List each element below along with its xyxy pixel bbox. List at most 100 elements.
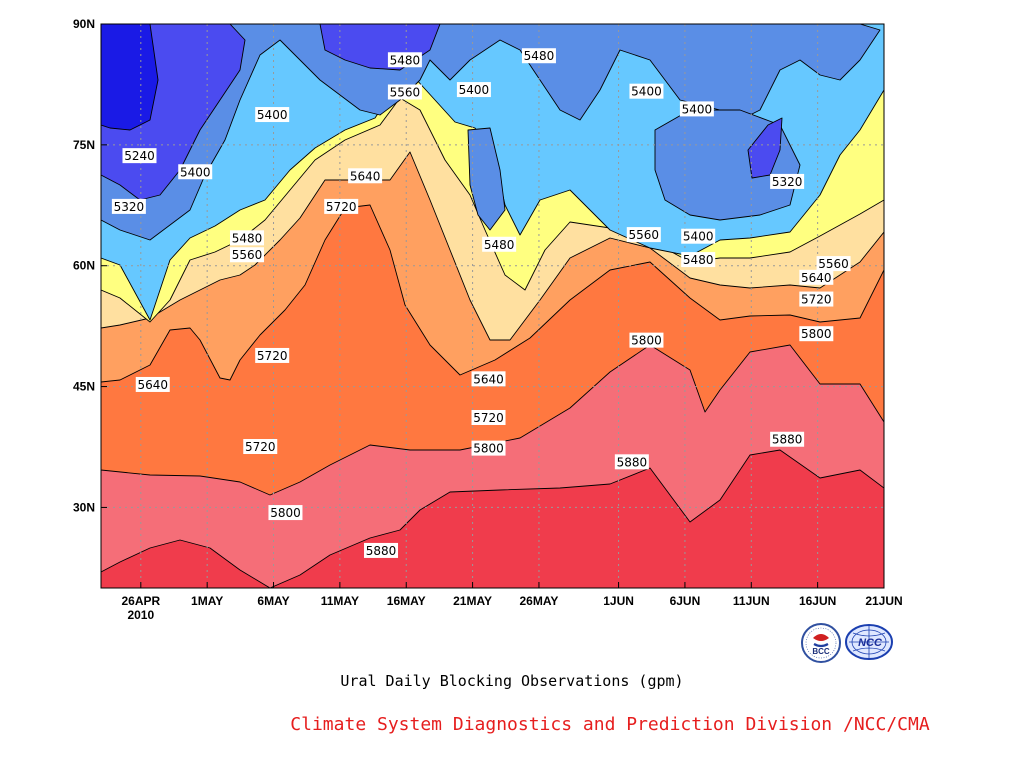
bcc-logo: BCC — [801, 623, 841, 663]
contour-label-text-2: 5560 — [390, 85, 421, 99]
contour-label-33: 5880 — [364, 542, 399, 558]
contour-label-text-31: 5880 — [772, 433, 803, 447]
contour-label-box-19 — [816, 256, 851, 272]
contour-label-text-33: 5880 — [366, 544, 397, 558]
contour-label-box-14 — [679, 101, 714, 117]
ncc-logo: NCC — [845, 624, 893, 660]
bcc-logo-text: BCC — [812, 647, 830, 656]
contour-label-3: 5400 — [456, 82, 491, 98]
contour-label-text-16: 5560 — [629, 228, 660, 242]
contour-label-20: 5640 — [799, 269, 834, 285]
contour-label-box-18 — [681, 252, 716, 268]
x-tick-label-3: 11MAY — [321, 594, 359, 608]
contour-label-box-33 — [364, 542, 399, 558]
contour-label-text-28: 5800 — [473, 442, 504, 456]
contour-label-31: 5880 — [770, 431, 805, 447]
contour-label-box-13 — [629, 83, 664, 99]
contour-label-29: 5720 — [243, 439, 278, 454]
contour-label-box-17 — [681, 228, 716, 244]
contour-label-4: 5400 — [255, 107, 290, 123]
contour-label-21: 5720 — [799, 291, 834, 307]
contour-label-box-20 — [799, 269, 834, 285]
contour-label-box-26 — [799, 326, 834, 342]
contour-label-text-0: 5480 — [390, 53, 421, 67]
contour-label-text-18: 5480 — [683, 253, 714, 267]
contour-label-box-7 — [111, 198, 146, 214]
contour-label-text-29: 5720 — [245, 440, 276, 454]
contour-label-2: 5560 — [387, 84, 422, 100]
contour-label-text-19: 5560 — [818, 257, 849, 271]
x-tick-label-0: 26APR — [121, 594, 160, 608]
contour-label-9: 5720 — [324, 198, 359, 214]
x-tick-label-2: 6MAY — [257, 594, 289, 608]
contour-label-box-29 — [243, 439, 278, 454]
contour-label-text-14: 5400 — [682, 102, 713, 116]
contour-label-26: 5800 — [799, 326, 834, 342]
x-tick-label-7: 1JUN — [603, 594, 634, 608]
contour-label-19: 5560 — [816, 256, 851, 272]
contour-label-23: 5640 — [135, 376, 170, 392]
x-axis: 26APR 1MAY 6MAY 11MAY 16MAY 21MAY 26MAY 1JUN 6JU… — [121, 582, 903, 622]
contour-label-text-26: 5800 — [801, 327, 832, 341]
contour-label-text-7: 5320 — [114, 200, 145, 214]
contour-label-13: 5400 — [629, 83, 664, 99]
contour-label-box-2 — [387, 84, 422, 100]
contour-label-0: 5480 — [387, 52, 422, 68]
y-tick-label-1: 75N — [73, 138, 95, 152]
contour-band-9 — [467, 127, 506, 231]
y-axis: 90N 75N 60N 45N 30N — [73, 17, 107, 514]
x-tick-label-1: 1MAY — [191, 594, 223, 608]
contour-label-text-27: 5720 — [473, 411, 504, 425]
contour-label-6: 5400 — [178, 164, 213, 180]
contour-label-text-22: 5720 — [257, 349, 288, 363]
credit-line: Climate System Diagnostics and Predictio… — [290, 714, 930, 735]
x-tick-label-4: 16MAY — [387, 594, 426, 608]
contour-fill-bands — [101, 24, 884, 588]
contour-label-22: 5720 — [255, 347, 290, 363]
contour-label-box-4 — [255, 107, 290, 123]
contour-label-10: 5480 — [229, 230, 264, 246]
contour-label-text-15: 5320 — [772, 175, 803, 189]
contour-label-text-17: 5400 — [683, 230, 714, 244]
contour-label-24: 5640 — [471, 371, 506, 387]
contour-label-28: 5800 — [471, 440, 506, 456]
contour-label-box-9 — [324, 198, 359, 214]
contour-label-text-4: 5400 — [257, 108, 288, 122]
contour-band-12 — [747, 117, 783, 179]
contour-label-box-0 — [387, 52, 422, 68]
contour-label-box-6 — [178, 164, 213, 180]
chart-caption: Ural Daily Blocking Observations (gpm) — [340, 672, 684, 690]
contour-label-box-28 — [471, 440, 506, 456]
contour-label-11: 5560 — [229, 247, 264, 263]
contour-label-text-23: 5640 — [137, 378, 168, 392]
contour-label-box-22 — [255, 347, 290, 363]
contour-label-text-24: 5640 — [473, 372, 504, 386]
contour-label-box-23 — [135, 376, 170, 392]
contour-label-1: 5480 — [521, 48, 556, 64]
contour-label-14: 5400 — [679, 101, 714, 117]
contour-label-text-25: 5800 — [631, 334, 662, 348]
contour-label-5: 5240 — [122, 148, 157, 164]
contour-label-text-5: 5240 — [124, 149, 155, 163]
y-tick-label-4: 30N — [73, 500, 95, 514]
contour-label-text-9: 5720 — [326, 200, 357, 214]
x-tick-label-9: 11JUN — [733, 594, 770, 608]
contour-label-box-21 — [799, 291, 834, 307]
ncc-logo-text: NCC — [858, 637, 883, 649]
contour-label-box-31 — [770, 431, 805, 447]
contour-label-text-32: 5800 — [270, 506, 301, 520]
contour-label-text-13: 5400 — [631, 85, 662, 99]
contour-labels: 5480 5480 5560 5400 5400 5240 5400 5320 5640 5720… — [111, 48, 851, 558]
x-tick-label-11: 21JUN — [865, 594, 902, 608]
contour-label-box-11 — [229, 247, 264, 263]
contour-label-text-10: 5480 — [232, 231, 263, 245]
contour-label-16: 5560 — [626, 227, 661, 243]
contour-label-text-1: 5480 — [524, 49, 555, 63]
y-tick-label-2: 60N — [73, 259, 95, 273]
contour-label-8: 5640 — [348, 168, 383, 184]
contour-label-box-32 — [268, 505, 303, 521]
contour-label-18: 5480 — [681, 252, 716, 268]
contour-label-box-8 — [348, 168, 383, 184]
contour-label-7: 5320 — [111, 198, 146, 214]
